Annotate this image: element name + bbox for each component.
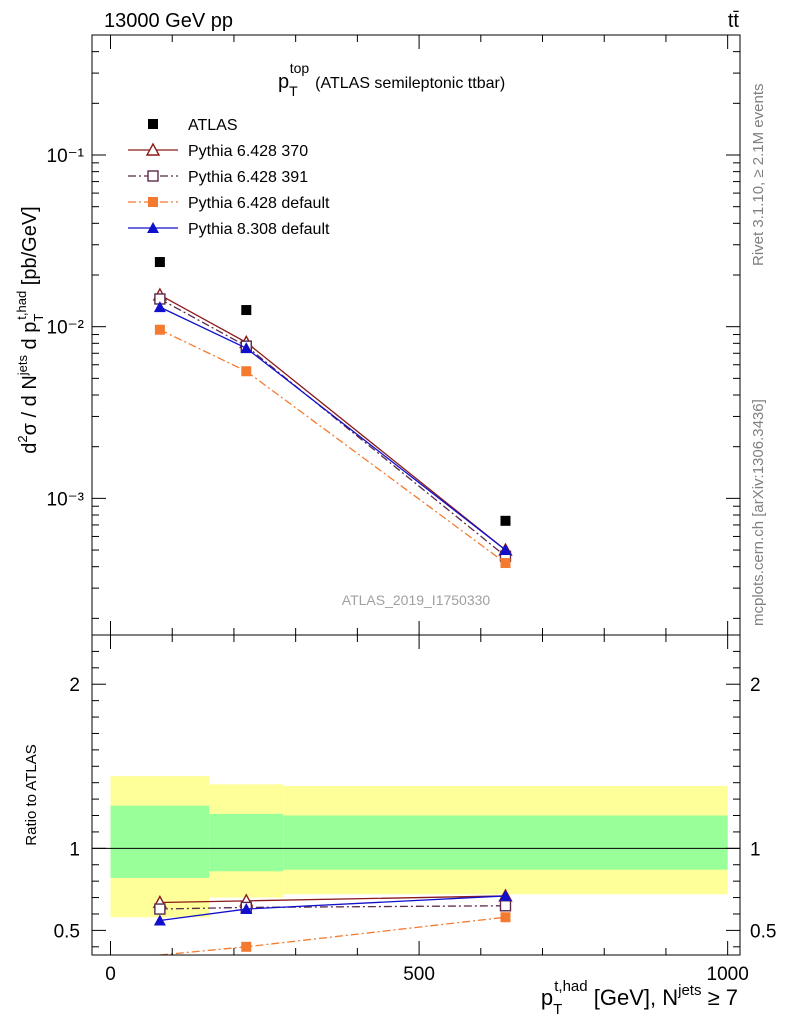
- legend-marker-pythia-6-428-370: [145, 142, 161, 156]
- ratio-y-tick-label-right: 1: [750, 839, 761, 860]
- legend-marker-pythia-6-428-391: [147, 170, 159, 182]
- legend-label-pythia-6-428-370: Pythia 6.428 370: [188, 143, 308, 160]
- ratio-ylabel: Ratio to ATLAS: [23, 744, 40, 845]
- main-y-tick-label: 10⁻¹: [47, 146, 85, 167]
- data-point-atlas: [154, 257, 165, 268]
- series-line-pythia-6-428-default: [159, 916, 506, 956]
- data-point-pythia-6-428-default: [241, 366, 252, 377]
- ratio-x-tick-label: 1000: [707, 964, 749, 985]
- legend-label-pythia-6-428-default: Pythia 6.428 default: [188, 195, 330, 212]
- ratio-band-inner: [209, 813, 284, 872]
- data-point-pythia-8-308-default: [499, 889, 512, 901]
- ratio-x-tick-label: 0: [105, 964, 116, 985]
- main-panel: 10⁻³ 10⁻² 10⁻¹: [47, 34, 741, 636]
- legend: ATLAS Pythia 6.428 370 Pythia 6.428 391 Pyt…: [128, 117, 330, 238]
- rivet-label: Rivet 3.1.10, ≥ 2.1M events: [750, 84, 767, 267]
- series-line-pythia-6-428-default: [159, 329, 506, 564]
- ratio-y-tick-label-left: 1: [69, 839, 80, 860]
- ratio-panel: 0 500 1000 0.5 0.5 1 1 2 2: [54, 634, 776, 985]
- ratio-y-tick-label-right: 2: [750, 675, 761, 696]
- data-point-pythia-6-428-default: [500, 912, 511, 923]
- data-point-pythia-8-308-default: [499, 544, 512, 556]
- data-point-atlas: [241, 305, 252, 316]
- data-point-pythia-8-308-default: [240, 342, 253, 354]
- data-point-atlas: [500, 515, 511, 526]
- ratio-frame: [91, 634, 741, 956]
- data-point-pythia-6-428-default: [154, 324, 165, 335]
- legend-label-atlas: ATLAS: [188, 117, 238, 134]
- process-label: tt̄: [728, 10, 740, 32]
- main-ylabel: d2σ / d Njets d pTt,had [pb/GeV]: [14, 206, 46, 453]
- plot-title: pTtop(ATLAS semileptonic ttbar): [278, 60, 505, 99]
- data-point-pythia-6-428-391: [499, 900, 512, 912]
- data-point-pythia-8-308-default: [153, 301, 166, 313]
- analysis-watermark: ATLAS_2019_I1750330: [342, 592, 491, 608]
- energy-label: 13000 GeV pp: [104, 10, 233, 32]
- data-point-pythia-8-308-default: [240, 903, 253, 915]
- mcplots-label: mcplots.cern.ch [arXiv:1306.3436]: [750, 399, 767, 626]
- series-line-pythia-6-428-391: [159, 298, 506, 557]
- ratio-band-inner: [283, 815, 728, 870]
- ratio-y-tick-label-left: 0.5: [54, 921, 80, 942]
- data-point-pythia-6-428-default: [500, 558, 511, 569]
- series-line-pythia-6-428-370: [159, 294, 506, 551]
- legend-label-pythia-6-428-391: Pythia 6.428 391: [188, 169, 308, 186]
- ratio-band-inner: [110, 805, 210, 878]
- main-y-tick-label: 10⁻³: [47, 489, 85, 510]
- main-y-tick-label: 10⁻²: [47, 318, 85, 339]
- data-point-pythia-8-308-default: [153, 914, 166, 926]
- series-line-pythia-6-428-391: [159, 905, 506, 910]
- data-point-pythia-6-428-default: [241, 941, 252, 952]
- ratio-y-tick-label-left: 2: [69, 675, 80, 696]
- data-point-pythia-6-428-391: [154, 903, 166, 915]
- ratio-y-tick-label-right: 0.5: [750, 921, 776, 942]
- ratio-x-tick-label: 500: [403, 964, 435, 985]
- legend-label-pythia-8-308-default: Pythia 8.308 default: [188, 221, 330, 238]
- legend-marker-pythia-6-428-default: [148, 197, 158, 207]
- svg-text:d2σ / d Njets d pTt,had [pb/Ge: d2σ / d Njets d pTt,had [pb/GeV]: [14, 206, 46, 453]
- legend-marker-pythia-8-308-default: [147, 222, 159, 233]
- legend-marker-atlas: [148, 119, 158, 129]
